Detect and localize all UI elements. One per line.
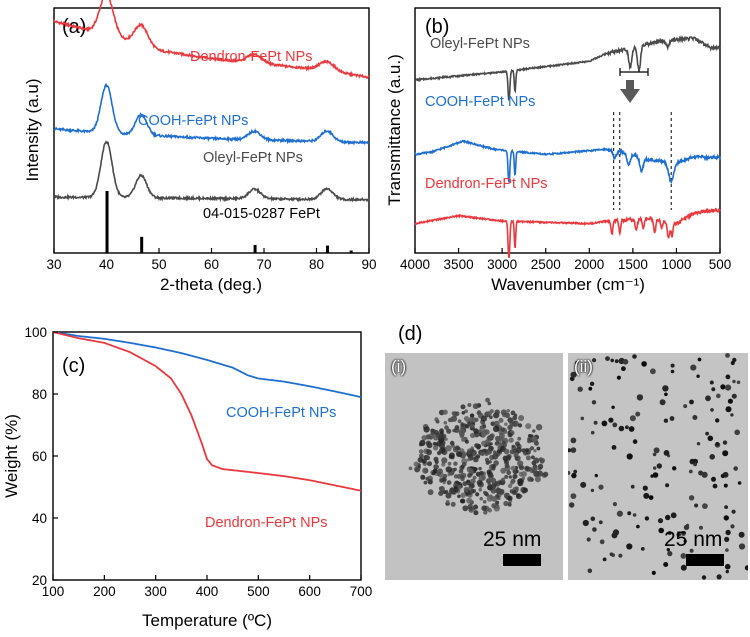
tem-right-scale-bar xyxy=(686,554,724,566)
y-tick-label: 80 xyxy=(32,387,47,402)
panel-c-chart: (c) 100 200 300 400 500 600 700 20 40 60 80 100 Tem… xyxy=(2,323,422,630)
panel-b-label: (b) xyxy=(425,16,449,38)
x-tick-label: 3000 xyxy=(487,257,517,272)
ftir-series-line xyxy=(414,207,721,259)
x-tick-label: 500 xyxy=(247,584,270,599)
panel-c-ylabel: Weight (%) xyxy=(2,414,21,498)
x-tick-label: 30 xyxy=(46,257,61,272)
xrd-series-line xyxy=(53,140,370,203)
tem-right-label: (ii) xyxy=(574,357,593,376)
ftir-series-line xyxy=(414,34,721,101)
tem-right-particles xyxy=(568,353,748,580)
label-cooh-b: COOH-FePt NPs xyxy=(425,94,535,110)
panel-c-frame xyxy=(52,331,362,581)
tga-series-line xyxy=(52,331,362,492)
label-cooh-c: COOH-FePt NPs xyxy=(226,405,336,421)
x-tick-label: 100 xyxy=(42,584,65,599)
tem-image-left: (i) 25 nm xyxy=(385,353,563,580)
xrd-series-line xyxy=(53,0,370,80)
x-tick-label: 90 xyxy=(361,257,376,272)
label-dendron-b: Dendron-FePt NPs xyxy=(425,176,548,192)
x-tick-label: 300 xyxy=(144,584,167,599)
panel-c-xlabel: Temperature (ºC) xyxy=(142,611,272,630)
x-tick-label: 600 xyxy=(298,584,321,599)
tem-left-scale-bar xyxy=(503,554,541,566)
x-tick-label: 50 xyxy=(151,257,166,272)
label-cooh-a: COOH-FePt NPs xyxy=(138,113,248,129)
x-tick-label: 400 xyxy=(196,584,219,599)
panel-a-xlabel: 2-theta (deg.) xyxy=(160,275,262,294)
panel-c-label: (c) xyxy=(62,355,85,377)
label-oleyl-b: Oleyl-FePt NPs xyxy=(430,36,530,52)
x-tick-label: 1500 xyxy=(618,257,648,272)
x-tick-label: 70 xyxy=(256,257,271,272)
panel-b-chart: (b) 4000 3500 3000 2500 2000 1500 1000 500 Wave… xyxy=(385,7,732,294)
x-tick-label: 40 xyxy=(99,257,114,272)
tem-left-particles xyxy=(385,353,563,580)
ftir-series-line xyxy=(414,139,721,185)
label-oleyl-a: Oleyl-FePt NPs xyxy=(203,150,303,166)
tga-series-line xyxy=(52,331,362,398)
panel-a-ylabel: Intensity (a.u) xyxy=(23,79,42,182)
x-tick-label: 500 xyxy=(709,257,732,272)
panel-b-xlabel: Wavenumber (cm⁻¹) xyxy=(491,275,645,294)
tem-left-scale-text: 25 nm xyxy=(483,528,542,551)
x-tick-label: 700 xyxy=(350,584,373,599)
x-tick-label: 80 xyxy=(309,257,324,272)
x-tick-label: 3500 xyxy=(444,257,474,272)
xrd-series-line xyxy=(53,82,370,146)
y-tick-label: 100 xyxy=(24,325,47,340)
y-tick-label: 60 xyxy=(32,449,47,464)
x-tick-label: 1000 xyxy=(661,257,691,272)
tem-image-right: (ii) 25 nm xyxy=(568,353,748,580)
x-tick-label: 200 xyxy=(93,584,116,599)
panel-b-ylabel: Transmittance (a.u.) xyxy=(385,54,404,205)
peak-shift-marker xyxy=(619,68,649,103)
down-arrow-icon xyxy=(620,89,640,103)
x-tick-label: 2500 xyxy=(531,257,561,272)
x-tick-label: 2000 xyxy=(574,257,604,272)
x-tick-label: 4000 xyxy=(400,257,430,272)
y-tick-label: 20 xyxy=(32,573,47,588)
label-dendron-c: Dendron-FePt NPs xyxy=(205,515,328,531)
tem-right-scale-text: 25 nm xyxy=(664,528,723,551)
panel-b-frame xyxy=(414,7,721,254)
panel-d-label: (d) xyxy=(398,323,422,345)
panel-a-chart: (a) 30 40 50 60 70 80 90 2-theta (deg.) Intens… xyxy=(23,0,377,294)
x-tick-label: 60 xyxy=(204,257,219,272)
tem-left-label: (i) xyxy=(391,357,407,376)
label-reference-a: 04-015-0287 FePt xyxy=(203,206,320,222)
label-dendron-a: Dendron-FePt NPs xyxy=(190,49,313,65)
y-tick-label: 40 xyxy=(32,511,47,526)
